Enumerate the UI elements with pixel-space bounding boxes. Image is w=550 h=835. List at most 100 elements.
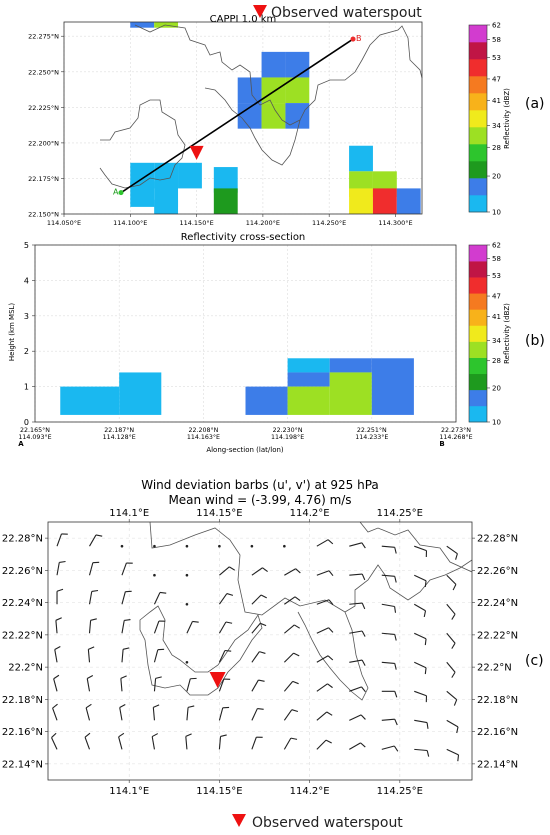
panel-b-reflectivity-cell bbox=[329, 372, 372, 415]
bottom-legend-marker bbox=[232, 814, 246, 827]
panel-c-barb-flag bbox=[153, 704, 160, 708]
panel-c-wind-barb bbox=[316, 599, 334, 606]
panel-a-reflectivity-cell bbox=[261, 103, 286, 129]
panel-a-section-line bbox=[120, 38, 354, 194]
panel-a-colorbar-tick-label: 34 bbox=[492, 122, 501, 130]
panel-c-wind-barb bbox=[56, 533, 68, 547]
panel-c-barb-shaft bbox=[283, 737, 292, 750]
panel-b-y-tick-label: 2 bbox=[24, 347, 29, 356]
panel-c-barb-flag bbox=[158, 620, 166, 622]
panel-b-colorbar-tick-label: 41 bbox=[492, 313, 501, 321]
panel-c-wind-barb bbox=[349, 573, 366, 581]
panel-c-barb-shaft bbox=[284, 596, 296, 605]
panel-c-barb-flag bbox=[394, 606, 397, 613]
panel-c-barb-shaft bbox=[381, 603, 395, 608]
panel-a-colorbar-tick-label: 53 bbox=[492, 54, 501, 62]
panel-a-reflectivity-cell bbox=[130, 181, 155, 207]
panel-c-barb-flag bbox=[120, 675, 127, 679]
panel-c-barb-flag bbox=[125, 590, 132, 593]
panel-c-wind-barb bbox=[251, 622, 267, 634]
panel-c-barb-flag bbox=[119, 704, 126, 709]
panel-c-wind-barb bbox=[446, 603, 456, 620]
panel-c-barb-flag bbox=[53, 674, 60, 680]
panel-c-wind-barb bbox=[446, 632, 456, 649]
panel-a-reflectivity-cell bbox=[261, 51, 286, 78]
panel-c-wind-barb bbox=[185, 733, 192, 750]
panel-c-barb-flag bbox=[229, 566, 236, 571]
panel-c-barb-shaft bbox=[218, 650, 226, 663]
panel-c-barb-flag bbox=[361, 686, 366, 693]
panel-c-calm-dot bbox=[185, 602, 189, 606]
panel-c-barbs bbox=[51, 533, 460, 762]
panel-b-title: Reflectivity cross-section bbox=[181, 232, 306, 243]
panel-c-x-tick-label-bottom: 114.15°E bbox=[196, 786, 242, 797]
panel-a-y-tick-label: 22.200°N bbox=[28, 139, 59, 147]
panel-c-barb-flag bbox=[190, 677, 197, 680]
panel-c-barb-shaft bbox=[381, 545, 395, 548]
panel-c-barb-flag bbox=[192, 620, 199, 623]
panel-a-colorbar-tick-label: 58 bbox=[492, 36, 501, 44]
panel-c-title: Wind deviation barbs (u', v') at 925 hPa bbox=[141, 478, 379, 492]
panel-c-wind-barb bbox=[446, 748, 460, 762]
panel-c-barb-flag bbox=[394, 576, 397, 583]
panel-c-barb-shaft bbox=[186, 621, 193, 634]
panel-b-colorbar-segment bbox=[469, 341, 487, 358]
panel-c-barb-flag bbox=[394, 547, 397, 554]
panel-c-barb-shaft bbox=[446, 574, 457, 585]
panel-c-barb-shaft bbox=[446, 632, 456, 644]
panel-c-barb-shaft bbox=[283, 681, 294, 692]
top-legend-marker bbox=[253, 5, 267, 18]
panel-c-barb-shaft bbox=[118, 736, 123, 750]
panel-b-colorbar-tick-label: 47 bbox=[492, 293, 501, 301]
panel-a-colorbar-segment bbox=[469, 42, 487, 60]
panel-a-x-tick-label: 114.200°E bbox=[246, 219, 280, 227]
panel-c-wind-barb bbox=[316, 655, 334, 663]
panel-c-wind-barb bbox=[381, 690, 398, 698]
panel-c-wind-barb bbox=[85, 703, 92, 721]
panel-c-barb-flag bbox=[294, 596, 301, 601]
panel-c-barb-shaft bbox=[283, 709, 293, 721]
panel-c-barb-flag bbox=[124, 618, 131, 622]
panel-c-wind-barb bbox=[381, 632, 397, 641]
panel-c-wind-barb bbox=[251, 708, 264, 721]
panel-c-frame bbox=[47, 521, 473, 781]
panel-b-colorbar-segment bbox=[469, 245, 487, 262]
panel-c-barb-shaft bbox=[85, 707, 91, 721]
panel-c-x-tick-labels: 114.1°E 114.1°E 114.15°E 114.15°E 114.2°E 114… bbox=[109, 508, 423, 797]
panel-c-calm-dot bbox=[120, 544, 124, 548]
panel-c-calm-dot bbox=[218, 544, 221, 548]
panel-b-cross-section: Reflectivity cross-section 0 1 2 3 4 5 22.165… bbox=[8, 232, 473, 454]
panel-c-barb-flag bbox=[155, 676, 162, 679]
panel-c-barb-flag bbox=[424, 580, 427, 588]
panel-c-barb-shaft bbox=[349, 573, 363, 576]
bottom-legend-label: Observed waterspout bbox=[252, 815, 403, 831]
panel-c-wind-barb bbox=[88, 561, 100, 576]
panel-c-wind-barb bbox=[446, 574, 457, 591]
panel-c-barb-flag bbox=[394, 718, 398, 726]
panel-c-barb-shaft bbox=[121, 562, 127, 576]
panel-b-colorbar-segment bbox=[469, 309, 487, 326]
panel-c-wind-barb bbox=[316, 539, 334, 547]
panel-b-colorbar-frame bbox=[468, 244, 488, 423]
panel-c-y-tick-label-right: 22.28°N bbox=[477, 534, 518, 545]
panel-a-reflectivity-cell bbox=[154, 199, 179, 214]
panel-b-colorbar-segment bbox=[469, 261, 487, 278]
panel-b-colorbar-segment bbox=[469, 373, 487, 391]
panel-c-wind-barb bbox=[414, 632, 427, 646]
panel-b-x-tick-lon: 114.128°E bbox=[103, 433, 136, 441]
panel-c-barb-flag bbox=[222, 706, 230, 709]
panel-c-wind-barb bbox=[218, 734, 227, 750]
panel-c-wind-barb bbox=[153, 620, 166, 634]
panel-c-barb-shaft bbox=[119, 707, 123, 721]
panel-c-barb-flag bbox=[326, 711, 333, 716]
panel-c-barb-shaft bbox=[381, 718, 395, 721]
panel-a-y-tick-label: 22.150°N bbox=[28, 211, 59, 219]
panel-c-barb-shaft bbox=[218, 593, 228, 605]
panel-b-x-tick-lat: 22.187°N bbox=[104, 426, 134, 434]
panel-c-barb-shaft bbox=[316, 739, 327, 750]
panel-c-barb-shaft bbox=[185, 736, 188, 750]
panel-c-wind-barb bbox=[414, 690, 428, 703]
panel-c-grid bbox=[48, 522, 472, 780]
panel-c-barb-flag bbox=[151, 733, 159, 738]
panel-c-wind-barb bbox=[349, 659, 366, 666]
